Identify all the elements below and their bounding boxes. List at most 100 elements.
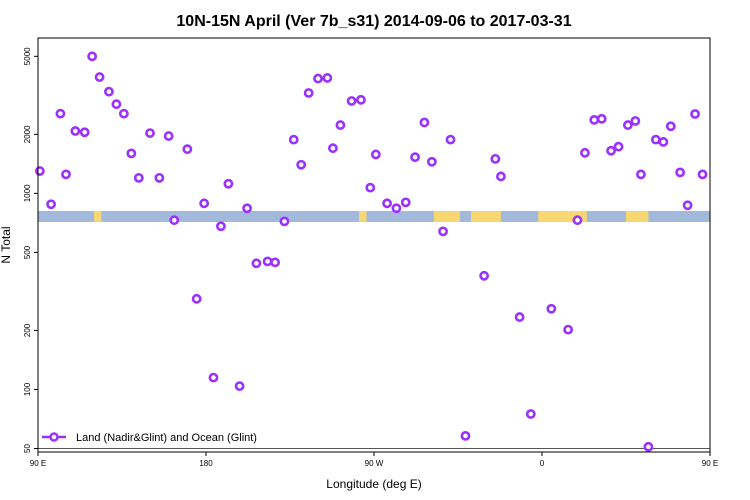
data-points (34, 51, 708, 452)
data-point (410, 152, 420, 163)
data-point (596, 113, 607, 124)
data-point (514, 312, 525, 322)
y-tick-label: 5000 (23, 47, 32, 65)
data-point (251, 258, 262, 269)
data-point (525, 409, 536, 419)
data-point (650, 134, 661, 145)
data-point (460, 430, 471, 441)
land-ocean-strip (38, 211, 710, 222)
data-point (111, 99, 122, 110)
data-point (382, 198, 392, 209)
legend-label: Land (Nadir&Glint) and Ocean (Glint) (76, 432, 257, 444)
land-segment (538, 211, 587, 222)
data-point (234, 381, 245, 392)
data-point (191, 293, 202, 304)
data-point (322, 73, 333, 83)
data-point (169, 215, 180, 226)
data-point (697, 169, 708, 180)
data-point (55, 108, 66, 119)
data-point (242, 203, 252, 214)
data-point (675, 167, 686, 178)
x-axis-title: Longitude (deg E) (326, 477, 421, 491)
land-segment (359, 211, 367, 222)
data-point (163, 131, 174, 141)
data-point (589, 115, 600, 125)
data-point (279, 216, 290, 227)
data-point (606, 145, 616, 156)
y-tick-label: 100 (23, 382, 32, 396)
data-point (79, 127, 90, 138)
x-tick-label: 180 (199, 459, 213, 468)
data-point (288, 134, 299, 145)
plot-frame (37, 37, 711, 453)
x-tick-label: 90 E (702, 459, 718, 468)
land-segment (94, 211, 102, 222)
data-point (61, 169, 71, 180)
data-point (223, 178, 234, 189)
data-point (303, 88, 314, 98)
data-point (426, 156, 437, 167)
data-point (270, 257, 280, 268)
land-segment (471, 211, 501, 222)
data-point (690, 109, 700, 119)
x-axis: 90 E 180 90 W 0 90 E (30, 452, 718, 468)
data-point (479, 270, 490, 281)
data-point (335, 120, 346, 130)
data-point (145, 128, 155, 138)
y-tick-label: 1000 (23, 184, 32, 202)
data-point (356, 94, 366, 105)
data-point (70, 126, 81, 136)
data-point (438, 226, 448, 237)
data-point (563, 324, 574, 335)
land-segment (626, 211, 649, 222)
data-point (490, 153, 501, 164)
data-point (133, 172, 144, 183)
y-axis-title: N Total (0, 226, 13, 263)
data-point (370, 149, 381, 160)
land-segment (433, 211, 460, 222)
data-point (346, 96, 357, 106)
data-point (94, 72, 105, 82)
y-tick-label: 200 (23, 323, 32, 337)
data-point (658, 137, 669, 147)
legend-marker (49, 432, 59, 442)
x-tick-label: 0 (540, 459, 545, 468)
x-tick-label: 90 W (365, 459, 384, 468)
data-point (87, 51, 98, 62)
data-point (46, 199, 56, 210)
ocean-band (38, 211, 710, 222)
data-point (613, 141, 624, 152)
data-point (630, 116, 641, 126)
y-tick-label: 50 (23, 444, 32, 453)
data-point (400, 197, 411, 208)
data-point (365, 182, 376, 193)
data-point (622, 120, 633, 130)
data-point (208, 372, 219, 383)
data-point (262, 256, 273, 267)
data-point (118, 108, 129, 119)
data-point (580, 147, 590, 158)
data-point (104, 86, 114, 97)
data-point (216, 221, 226, 232)
data-point (419, 117, 430, 128)
data-point (546, 303, 557, 314)
data-point (636, 169, 646, 180)
data-point (296, 159, 307, 170)
x-tick-label: 90 E (30, 459, 46, 468)
data-point (445, 134, 456, 145)
chart-title: 10N-15N April (Ver 7b_s31) 2014-09-06 to… (176, 13, 571, 30)
data-point (496, 171, 506, 182)
data-point (34, 166, 45, 176)
data-point (313, 73, 323, 84)
y-axis: 50 100 200 500 1000 2000 5000 (23, 47, 38, 453)
data-point (154, 172, 165, 183)
data-point (572, 215, 583, 226)
data-point (328, 143, 338, 154)
data-point (665, 121, 676, 132)
legend: Land (Nadir&Glint) and Ocean (Glint) (42, 432, 257, 444)
y-tick-label: 2000 (23, 125, 32, 143)
data-point (682, 200, 693, 211)
data-point (391, 203, 402, 214)
y-tick-label: 500 (23, 245, 32, 259)
